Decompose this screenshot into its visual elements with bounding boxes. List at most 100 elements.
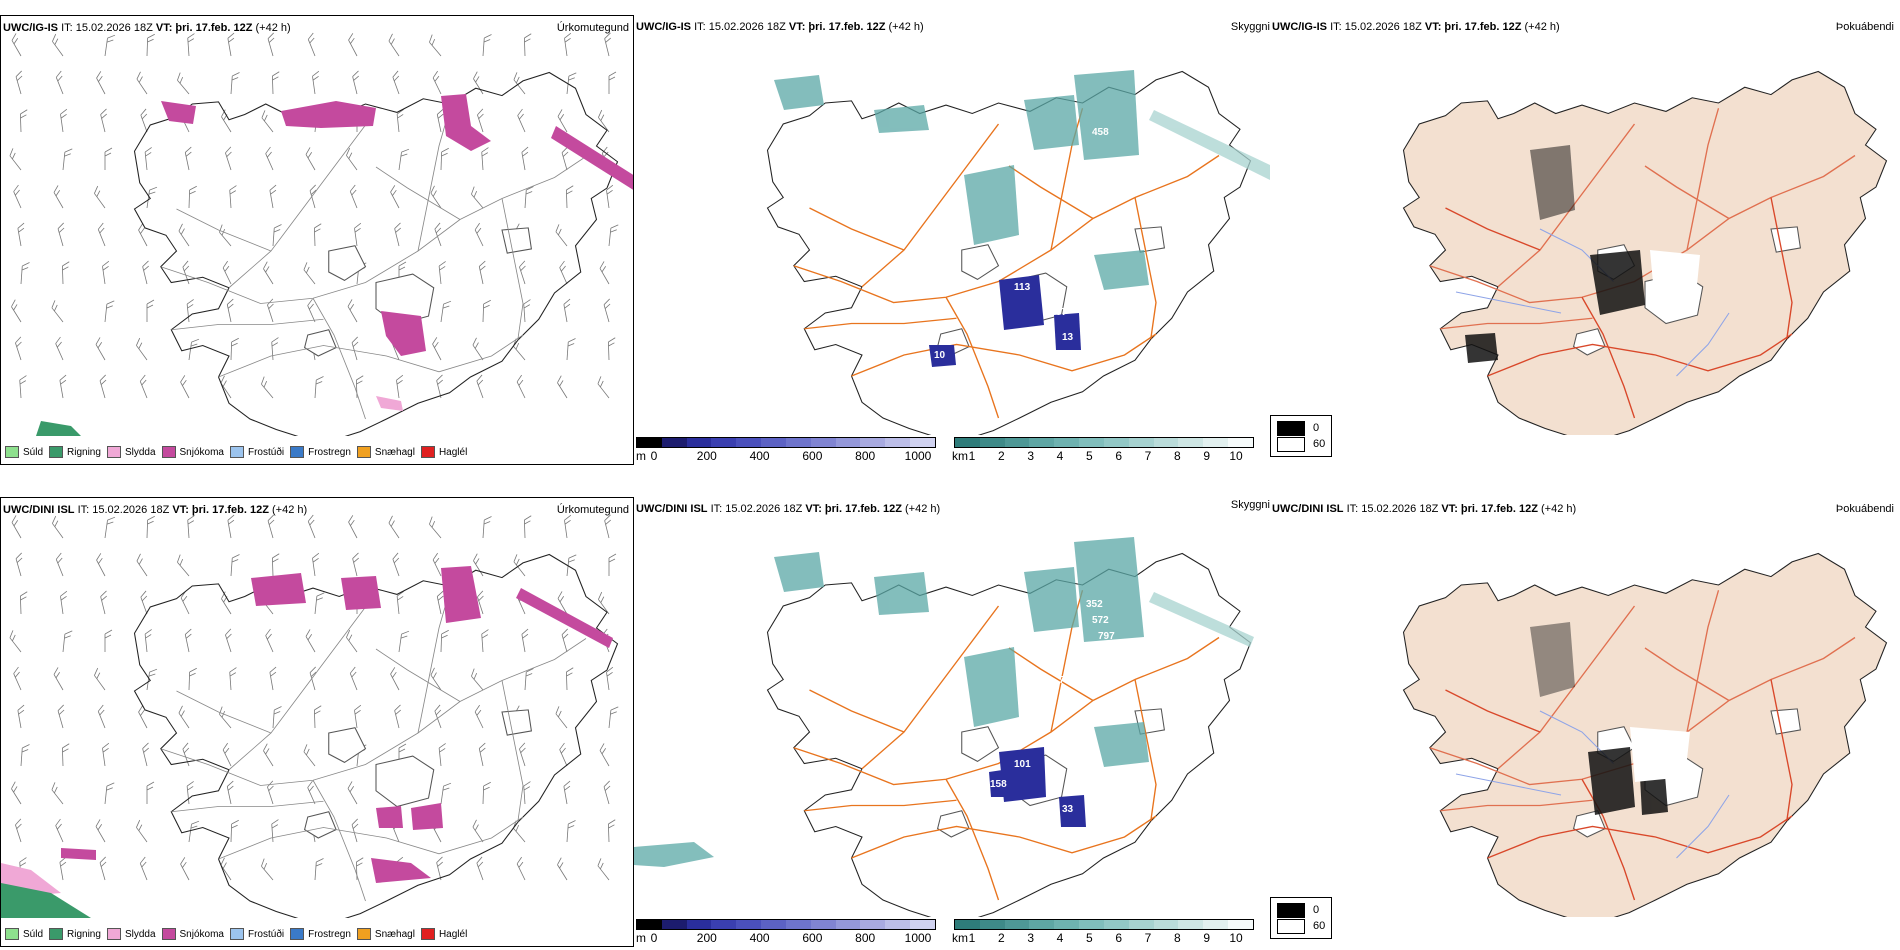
colorbar-tick-label: 5 <box>1085 449 1093 463</box>
visibility-label-row2: Skyggni <box>1230 499 1270 511</box>
colorbar-tick-label: 1000 <box>904 449 932 463</box>
colorbar-tick-label: 6 <box>1115 931 1122 945</box>
cloud-legend-black: 0 <box>1277 420 1325 436</box>
ceiling-value-labels: 352 572 797 785 101 158 33 <box>990 599 1115 815</box>
precip-type-map-row2 <box>1 514 619 918</box>
colorbar-tick-label: 2 <box>997 449 1005 463</box>
fog-indicator-dark <box>1530 622 1668 815</box>
precip-type-label-row1: Úrkomutegund <box>556 22 629 34</box>
low-ceiling-areas <box>989 747 1086 827</box>
colorbar-tick-label: 8 <box>1173 449 1181 463</box>
cloud-legend-row1: 0 60 <box>1270 415 1333 457</box>
ceiling-label: 113 <box>1014 282 1031 293</box>
visibility-panel-row2: UWC/DINI ISL IT: 15.02.2026 18Z VT: þri.… <box>634 497 1270 947</box>
ceiling-label: 10 <box>934 350 946 361</box>
legend-item-rigning: Rigning <box>49 928 101 940</box>
visibility-colorbar-ticks: 1 2 3 4 5 6 7 8 9 10 <box>954 930 1254 945</box>
colorbar-tick-label: 3 <box>1027 931 1034 945</box>
visibility-colorbar-row1: 1 2 3 4 5 6 7 8 9 10 km <box>952 437 1254 463</box>
ceiling-colorbar-swatches <box>636 437 936 448</box>
colorbar-tick-label: 400 <box>749 449 770 463</box>
fog-indicator-dark <box>1465 145 1645 363</box>
legend-item-snaehagl: Snæhagl <box>356 446 415 458</box>
colorbar-tick-label: 3 <box>1027 449 1034 463</box>
visibility-map-row2: 352 572 797 785 101 158 33 <box>634 537 1254 917</box>
ceiling-value-labels: 458 113 97 13 10 <box>934 127 1109 361</box>
cloud-legend-white: 60 <box>1277 918 1325 934</box>
colorbar-tick-label: 9 <box>1203 449 1210 463</box>
colorbar-tick-label: 2 <box>997 931 1005 945</box>
colorbar-tick-label: 1000 <box>904 931 932 945</box>
colorbar-tick-label: 200 <box>696 931 717 945</box>
colorbar-tick-label: 0 <box>650 931 658 945</box>
ceiling-label: 352 <box>1086 599 1103 610</box>
precip-type-legend-row1: Súld Rigning Slydda Snjókoma Frostúði Fr… <box>5 446 467 458</box>
visibility-panel-title-row1: UWC/IG-IS IT: 15.02.2026 18Z VT: þri. 17… <box>636 21 924 33</box>
colorbar-tick-label: 7 <box>1144 931 1152 945</box>
iceland-outline <box>1402 70 1888 435</box>
rain-patch <box>1 883 91 918</box>
colorbar-tick-label: 4 <box>1056 931 1064 945</box>
visibility-colorbar-swatches <box>954 437 1254 448</box>
legend-item-slydda: Slydda <box>106 928 156 940</box>
visibility-map-row1: 458 113 97 13 10 <box>766 70 1270 435</box>
ceiling-colorbar-ticks: 0 200 400 600 800 1000 <box>636 930 936 945</box>
fog-indicator-light <box>1630 727 1690 782</box>
cloud-map-row1 <box>1402 70 1888 435</box>
cloud-label-row1: Þokuábendi <box>1835 21 1894 33</box>
cloud-panel-row2: UWC/DINI ISL IT: 15.02.2026 18Z VT: þri.… <box>1270 497 1900 947</box>
legend-item-frostudi: Frostúði <box>229 928 284 940</box>
iceland-outline <box>133 553 619 918</box>
colorbar-tick-label: 1 <box>968 931 976 945</box>
colorbar-tick-label: 9 <box>1203 931 1210 945</box>
legend-item-snaehagl: Snæhagl <box>356 928 415 940</box>
ceiling-label: 101 <box>1014 759 1031 770</box>
legend-item-frostudi: Frostúði <box>229 446 284 458</box>
ceiling-label: 458 <box>1092 127 1109 138</box>
colorbar-tick-label: 800 <box>855 931 876 945</box>
colorbar-tick-label: 400 <box>749 931 770 945</box>
visibility-panel-row1: UWC/IG-IS IT: 15.02.2026 18Z VT: þri. 17… <box>634 15 1270 465</box>
ceiling-label: 97 <box>1056 307 1068 318</box>
ceiling-colorbar-row1: 0 200 400 600 800 1000 m <box>636 437 936 463</box>
precip-panel-title-row1: UWC/IG-IS IT: 15.02.2026 18Z VT: þri. 17… <box>3 22 291 34</box>
low-ceiling-areas <box>929 275 1081 367</box>
ceiling-colorbar-row2: 0 200 400 600 800 1000 m <box>636 919 936 945</box>
cloud-label-row2: Þokuábendi <box>1835 503 1894 515</box>
colorbar-tick-label: 600 <box>802 931 823 945</box>
ceiling-label: 797 <box>1098 631 1115 642</box>
cloud-panel-title-row2: UWC/DINI ISL IT: 15.02.2026 18Z VT: þri.… <box>1272 503 1577 515</box>
visibility-colorbar-swatches <box>954 919 1254 930</box>
cloud-panel-title-row1: UWC/IG-IS IT: 15.02.2026 18Z VT: þri. 17… <box>1272 21 1560 33</box>
cloud-legend-white: 60 <box>1277 436 1325 452</box>
legend-item-rigning: Rigning <box>49 446 101 458</box>
colorbar-tick-label: 200 <box>696 449 717 463</box>
ceiling-label: 13 <box>1062 332 1074 343</box>
ceiling-unit: m <box>636 931 646 945</box>
legend-item-frostregn: Frostregn <box>290 446 351 458</box>
cloud-legend-black: 0 <box>1277 902 1325 918</box>
visibility-colorbar-ticks: 1 2 3 4 5 6 7 8 9 10 <box>954 448 1254 463</box>
visibility-colorbar-row2: 1 2 3 4 5 6 7 8 9 10 km <box>952 919 1254 945</box>
ceiling-label: 158 <box>990 779 1007 790</box>
legend-item-sudl: Súld <box>5 928 43 940</box>
colorbar-tick-label: 10 <box>1229 931 1243 945</box>
precip-type-map-row1 <box>9 32 633 436</box>
iceland-outline <box>133 71 619 436</box>
visibility-panel-title-row2: UWC/DINI ISL IT: 15.02.2026 18Z VT: þri.… <box>636 503 941 515</box>
colorbar-tick-label: 5 <box>1085 931 1093 945</box>
colorbar-tick-label: 1 <box>968 449 976 463</box>
wind-barbs <box>9 514 619 881</box>
cloud-legend-row2: 0 60 <box>1270 897 1333 939</box>
precip-type-panel-row2: UWC/DINI ISL IT: 15.02.2026 18Z VT: þri.… <box>0 497 634 947</box>
ceiling-label: 572 <box>1092 615 1109 626</box>
legend-item-frostregn: Frostregn <box>290 928 351 940</box>
rain-patch <box>36 421 81 436</box>
legend-item-haglel: Haglél <box>420 928 467 940</box>
ceiling-colorbar-ticks: 0 200 400 600 800 1000 <box>636 448 936 463</box>
colorbar-tick-label: 10 <box>1229 449 1243 463</box>
ceiling-colorbar-swatches <box>636 919 936 930</box>
fog-indicator-light <box>1650 250 1700 305</box>
colorbar-tick-label: 4 <box>1056 449 1064 463</box>
ceiling-label: 33 <box>1062 804 1074 815</box>
